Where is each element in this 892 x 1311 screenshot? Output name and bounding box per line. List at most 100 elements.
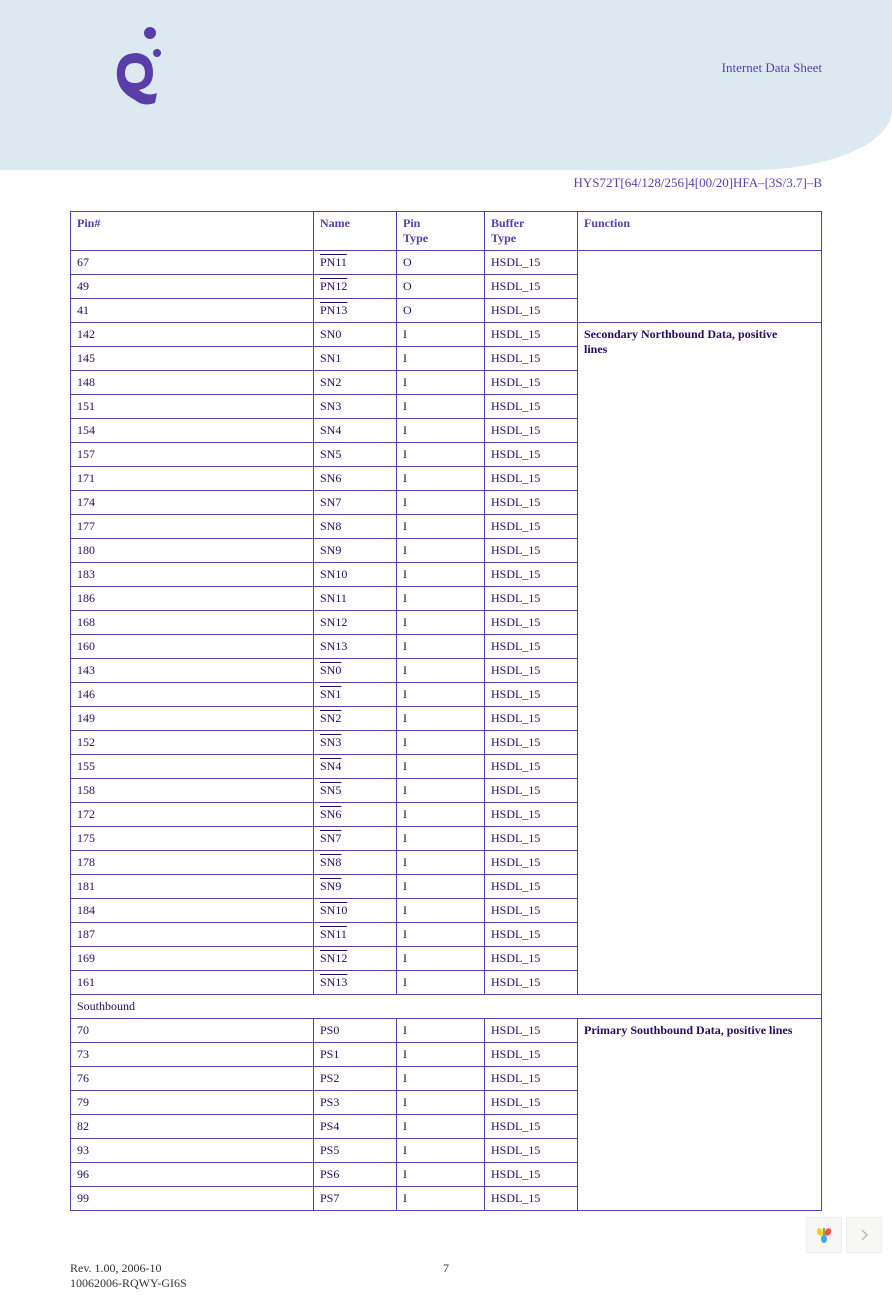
pintype-cell: I xyxy=(397,443,485,467)
pintype-cell: I xyxy=(397,395,485,419)
function-cell: Secondary Northbound Data, positivelines xyxy=(578,323,822,995)
name-cell: SN6 xyxy=(314,467,397,491)
buffer-cell: HSDL_15 xyxy=(485,803,578,827)
buffer-cell: HSDL_15 xyxy=(485,1067,578,1091)
viewer-next-icon[interactable] xyxy=(846,1217,882,1253)
pintype-cell: I xyxy=(397,779,485,803)
name-cell: SN12 xyxy=(314,611,397,635)
pintype-cell: I xyxy=(397,515,485,539)
pintype-cell: I xyxy=(397,731,485,755)
pintype-cell: I xyxy=(397,803,485,827)
name-cell: SN0 xyxy=(314,659,397,683)
buffer-cell: HSDL_15 xyxy=(485,491,578,515)
buffer-cell: HSDL_15 xyxy=(485,347,578,371)
pin-cell: 175 xyxy=(71,827,314,851)
pin-cell: 152 xyxy=(71,731,314,755)
name-cell: SN10 xyxy=(314,563,397,587)
buffer-cell: HSDL_15 xyxy=(485,587,578,611)
pin-cell: 174 xyxy=(71,491,314,515)
pintype-cell: I xyxy=(397,1019,485,1043)
pin-cell: 79 xyxy=(71,1091,314,1115)
pin-cell: 155 xyxy=(71,755,314,779)
pintype-cell: I xyxy=(397,587,485,611)
pin-cell: 142 xyxy=(71,323,314,347)
name-cell: SN10 xyxy=(314,899,397,923)
buffer-cell: HSDL_15 xyxy=(485,947,578,971)
buffer-cell: HSDL_15 xyxy=(485,1187,578,1211)
header-background: Internet Data Sheet xyxy=(0,0,892,170)
pintype-cell: I xyxy=(397,323,485,347)
name-cell: PS3 xyxy=(314,1091,397,1115)
name-cell: SN6 xyxy=(314,803,397,827)
pintype-cell: I xyxy=(397,467,485,491)
name-cell: SN13 xyxy=(314,635,397,659)
buffer-cell: HSDL_15 xyxy=(485,443,578,467)
pintype-cell: I xyxy=(397,1163,485,1187)
pin-cell: 180 xyxy=(71,539,314,563)
name-cell: PS7 xyxy=(314,1187,397,1211)
buffer-cell: HSDL_15 xyxy=(485,539,578,563)
buffer-cell: HSDL_15 xyxy=(485,611,578,635)
name-cell: SN8 xyxy=(314,515,397,539)
pintype-cell: I xyxy=(397,827,485,851)
section-label: Southbound xyxy=(71,995,822,1019)
part-number: HYS72T[64/128/256]4[00/20]HFA–[3S/3.7]–B xyxy=(0,170,822,191)
pin-cell: 183 xyxy=(71,563,314,587)
header-title: Internet Data Sheet xyxy=(722,60,822,76)
pin-cell: 93 xyxy=(71,1139,314,1163)
pin-cell: 178 xyxy=(71,851,314,875)
pintype-cell: I xyxy=(397,947,485,971)
viewer-logo-icon[interactable] xyxy=(806,1217,842,1253)
buffer-cell: HSDL_15 xyxy=(485,731,578,755)
pintype-cell: I xyxy=(397,1139,485,1163)
pin-cell: 186 xyxy=(71,587,314,611)
pintype-cell: I xyxy=(397,851,485,875)
col-name-header: Name xyxy=(314,212,397,251)
buffer-cell: HSDL_15 xyxy=(485,1115,578,1139)
buffer-cell: HSDL_15 xyxy=(485,515,578,539)
pintype-cell: O xyxy=(397,275,485,299)
pin-cell: 70 xyxy=(71,1019,314,1043)
buffer-cell: HSDL_15 xyxy=(485,851,578,875)
pin-cell: 184 xyxy=(71,899,314,923)
pin-cell: 168 xyxy=(71,611,314,635)
buffer-cell: HSDL_15 xyxy=(485,659,578,683)
pin-cell: 154 xyxy=(71,419,314,443)
table-row: 70PS0IHSDL_15Primary Southbound Data, po… xyxy=(71,1019,822,1043)
section-row: Southbound xyxy=(71,995,822,1019)
pintype-cell: I xyxy=(397,1067,485,1091)
pintype-cell: I xyxy=(397,971,485,995)
pin-cell: 49 xyxy=(71,275,314,299)
buffer-cell: HSDL_15 xyxy=(485,251,578,275)
page-number: 7 xyxy=(443,1261,449,1276)
name-cell: PS0 xyxy=(314,1019,397,1043)
name-cell: SN8 xyxy=(314,851,397,875)
pintype-cell: I xyxy=(397,1091,485,1115)
table-row: 67PN11OHSDL_15 xyxy=(71,251,822,275)
pintype-cell: I xyxy=(397,1187,485,1211)
pintype-cell: O xyxy=(397,299,485,323)
pin-cell: 82 xyxy=(71,1115,314,1139)
pintype-cell: I xyxy=(397,923,485,947)
buffer-cell: HSDL_15 xyxy=(485,299,578,323)
company-logo xyxy=(105,25,175,120)
pin-table: Pin# Name PinType BufferType Function 67… xyxy=(70,211,822,1211)
buffer-cell: HSDL_15 xyxy=(485,563,578,587)
buffer-cell: HSDL_15 xyxy=(485,779,578,803)
buffer-cell: HSDL_15 xyxy=(485,899,578,923)
pintype-cell: I xyxy=(397,491,485,515)
name-cell: SN9 xyxy=(314,875,397,899)
buffer-cell: HSDL_15 xyxy=(485,1163,578,1187)
pin-cell: 158 xyxy=(71,779,314,803)
pintype-cell: I xyxy=(397,1043,485,1067)
name-cell: SN3 xyxy=(314,395,397,419)
pin-cell: 171 xyxy=(71,467,314,491)
buffer-cell: HSDL_15 xyxy=(485,1139,578,1163)
name-cell: SN2 xyxy=(314,371,397,395)
table-row: 142SN0IHSDL_15Secondary Northbound Data,… xyxy=(71,323,822,347)
buffer-cell: HSDL_15 xyxy=(485,323,578,347)
name-cell: SN9 xyxy=(314,539,397,563)
name-cell: SN5 xyxy=(314,443,397,467)
name-cell: SN0 xyxy=(314,323,397,347)
name-cell: PS1 xyxy=(314,1043,397,1067)
